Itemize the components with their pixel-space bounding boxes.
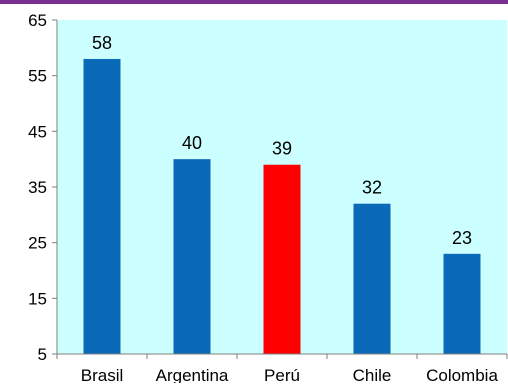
bar-brasil — [83, 58, 121, 354]
y-tick-label-25: 25 — [28, 234, 47, 253]
y-tick-label-65: 65 — [28, 11, 47, 30]
bar-peru — [263, 164, 301, 354]
x-tick-label-peru: Perú — [264, 366, 300, 383]
y-tick-label-55: 55 — [28, 67, 47, 86]
x-tick-label-chile: Chile — [353, 366, 392, 383]
top-rule — [0, 0, 508, 4]
x-tick-label-brasil: Brasil — [81, 366, 124, 383]
data-labels: 58 40 39 32 23 — [92, 33, 472, 248]
x-tick-label-argentina: Argentina — [156, 366, 229, 383]
bar-colombia — [443, 253, 481, 354]
data-label-argentina: 40 — [182, 133, 202, 153]
axes: Brasil Argentina Perú Chile Colombia 5 15 25 35 4… — [28, 11, 508, 385]
y-tick-label-5: 5 — [38, 345, 47, 364]
x-tick-label-colombia: Colombia — [426, 366, 498, 383]
y-tick-label-15: 15 — [28, 289, 47, 308]
y-tick-label-45: 45 — [28, 122, 47, 141]
data-label-peru: 39 — [272, 139, 292, 159]
data-label-chile: 32 — [362, 178, 382, 198]
data-label-brasil: 58 — [92, 33, 112, 53]
bar-argentina — [173, 159, 211, 354]
bar-chile — [353, 203, 391, 354]
bars — [83, 58, 481, 354]
data-label-colombia: 23 — [452, 228, 472, 248]
y-tick-label-35: 35 — [28, 178, 47, 197]
